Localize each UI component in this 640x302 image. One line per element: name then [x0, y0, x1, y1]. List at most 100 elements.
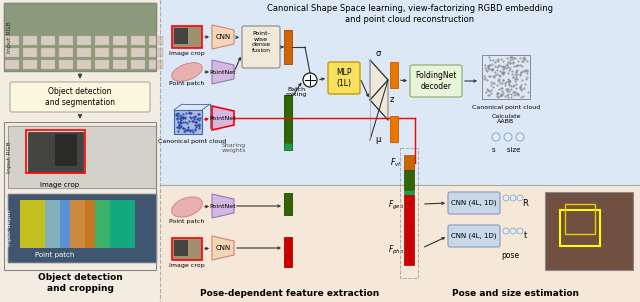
Point — [513, 92, 523, 97]
Text: Batch
mixing: Batch mixing — [285, 87, 307, 98]
Bar — [23, 36, 37, 45]
Polygon shape — [370, 60, 388, 100]
Text: Input RGB: Input RGB — [7, 141, 12, 173]
Point — [173, 113, 184, 118]
Bar — [131, 60, 145, 69]
Point — [191, 120, 201, 124]
Point — [484, 63, 495, 67]
Bar — [560, 210, 600, 246]
FancyBboxPatch shape — [448, 192, 500, 214]
Bar — [131, 48, 145, 57]
Point — [507, 69, 517, 74]
Point — [503, 60, 513, 65]
Bar — [77, 60, 91, 69]
Point — [484, 58, 495, 63]
FancyBboxPatch shape — [328, 62, 360, 94]
Point — [483, 63, 493, 68]
Point — [172, 128, 182, 133]
Bar — [23, 48, 37, 57]
Point — [483, 63, 493, 68]
Point — [492, 64, 502, 69]
Point — [493, 77, 504, 82]
Point — [512, 91, 522, 96]
Text: CNN: CNN — [216, 34, 230, 40]
Text: PointNet: PointNet — [210, 204, 236, 208]
Text: Object detection
and cropping: Object detection and cropping — [38, 273, 122, 293]
Point — [497, 88, 507, 93]
Text: Point patch: Point patch — [170, 82, 205, 86]
Point — [498, 58, 508, 63]
Point — [517, 56, 527, 60]
Point — [500, 63, 510, 68]
Point — [509, 56, 520, 60]
Point — [497, 81, 508, 85]
Point — [484, 67, 494, 72]
Point — [176, 121, 186, 126]
Text: PointNet: PointNet — [210, 115, 236, 120]
Bar — [172, 26, 202, 48]
Point — [506, 94, 516, 99]
Point — [191, 125, 201, 130]
Point — [506, 79, 516, 84]
Point — [175, 125, 186, 130]
Polygon shape — [370, 80, 388, 120]
Point — [504, 68, 514, 73]
Point — [515, 71, 525, 76]
Point — [195, 115, 205, 120]
Point — [493, 94, 503, 99]
Text: z: z — [390, 95, 394, 104]
Bar — [113, 60, 127, 69]
Point — [506, 87, 516, 92]
Point — [486, 83, 497, 88]
Point — [503, 92, 513, 97]
Point — [504, 82, 514, 86]
Point — [188, 116, 198, 121]
Text: Canonical point cloud: Canonical point cloud — [472, 104, 540, 110]
Point — [497, 69, 508, 74]
Bar — [41, 60, 55, 69]
Point — [486, 80, 496, 85]
Bar — [55, 134, 77, 166]
Point — [495, 92, 506, 97]
Point — [184, 110, 194, 115]
Point — [175, 118, 186, 123]
Bar — [404, 225, 414, 265]
Point — [174, 122, 184, 127]
Point — [181, 110, 191, 115]
Bar — [149, 36, 163, 45]
Point — [496, 64, 506, 69]
Point — [484, 74, 494, 79]
Point — [178, 120, 188, 125]
Point — [492, 67, 502, 72]
Text: t: t — [524, 232, 527, 240]
Text: Canonical point cloud: Canonical point cloud — [158, 139, 226, 143]
Point — [488, 67, 498, 72]
Point — [173, 125, 183, 130]
Point — [479, 73, 490, 78]
Text: FoldingNet
decoder: FoldingNet decoder — [415, 71, 457, 91]
Bar — [404, 170, 414, 190]
Bar — [77, 48, 91, 57]
Point — [499, 82, 509, 87]
Point — [175, 114, 186, 119]
Point — [511, 75, 521, 80]
Point — [193, 112, 203, 117]
Bar — [5, 48, 19, 57]
Point — [495, 73, 505, 78]
Polygon shape — [212, 60, 234, 84]
Bar — [113, 48, 127, 57]
Point — [183, 125, 193, 130]
Point — [506, 91, 516, 96]
Point — [492, 91, 502, 96]
Text: $F_{vf}$: $F_{vf}$ — [390, 157, 402, 169]
Point — [517, 87, 527, 92]
Point — [488, 85, 498, 90]
Point — [518, 69, 528, 74]
Bar — [95, 60, 109, 69]
Point — [480, 66, 490, 70]
Circle shape — [503, 228, 509, 234]
Point — [505, 57, 515, 62]
Bar — [26, 130, 85, 173]
Text: Canonical Shape Space learning, view-factorizing RGBD embedding
and point cloud : Canonical Shape Space learning, view-fac… — [267, 4, 553, 24]
Text: Image crop: Image crop — [169, 52, 205, 56]
